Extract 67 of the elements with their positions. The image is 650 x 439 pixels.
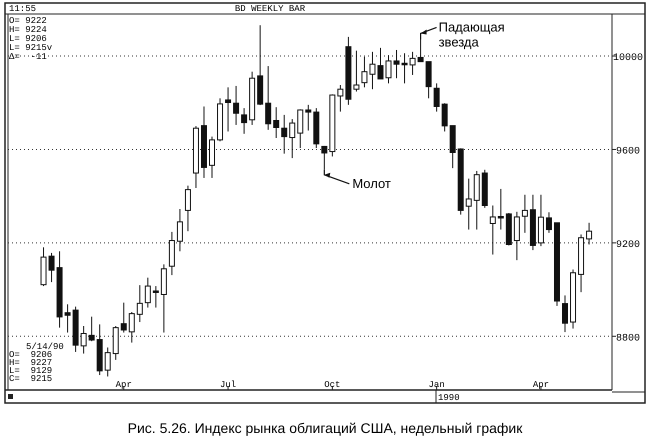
annotation: O= 9222	[9, 16, 47, 26]
candlestick	[184, 185, 191, 232]
candlestick	[321, 145, 328, 170]
x-tick-label: Jan	[428, 380, 445, 390]
candlestick	[273, 106, 280, 139]
candlestick	[466, 178, 472, 230]
candlestick	[418, 38, 424, 62]
candlestick	[361, 56, 368, 88]
candlestick	[410, 51, 416, 76]
candlestick	[337, 84, 344, 112]
annotation: C= 9215	[9, 374, 52, 384]
candlestick	[546, 212, 552, 234]
y-tick-label: 9200	[616, 240, 640, 251]
candlestick	[586, 222, 592, 246]
annotation: L= 9215v	[9, 43, 53, 53]
candlestick	[514, 211, 520, 261]
candlestick	[394, 49, 400, 79]
candlestick	[88, 316, 95, 342]
candlestick	[144, 277, 151, 308]
candlestick	[152, 286, 159, 308]
x-tick-label: Oct	[324, 380, 340, 390]
candlestick	[265, 66, 272, 130]
annotation: L= 9129	[9, 366, 52, 376]
y-tick-label: 9600	[616, 146, 640, 158]
candlestick	[104, 346, 111, 377]
annotation: Падающая звезда	[438, 19, 505, 50]
candlestick	[402, 52, 408, 84]
x-tick-label: Apr	[532, 380, 550, 390]
text: 1990	[438, 393, 460, 403]
candlestick	[353, 50, 360, 92]
candlestick	[225, 86, 232, 132]
candlestick	[233, 85, 240, 126]
candlestick	[369, 51, 376, 90]
y-tick-label: 10000	[612, 53, 644, 64]
candlestick	[281, 114, 288, 154]
candlestick	[386, 54, 392, 84]
annotation: H= 9224	[9, 25, 47, 35]
x-tick-label: Apr	[116, 380, 132, 390]
candlestick	[241, 108, 248, 134]
candlestick	[522, 194, 528, 234]
chart-subtitle: BD WEEKLY BAR	[234, 4, 306, 14]
candlestick	[80, 326, 87, 354]
x-tick-label: Jul	[220, 380, 236, 390]
annotation: Молот	[352, 176, 391, 191]
annotation: H= 9227	[9, 358, 52, 368]
candlestick	[48, 252, 55, 283]
annotation: L= 9206	[9, 34, 47, 44]
candlestick	[64, 304, 71, 334]
candlestick	[136, 284, 143, 323]
candlestick	[562, 294, 568, 333]
candlestick	[377, 47, 384, 80]
y-tick-label: 8800	[616, 333, 640, 344]
candlestick	[120, 302, 127, 334]
annotation: 5/14/90	[26, 342, 64, 352]
candlestick	[498, 188, 504, 230]
candlestick	[305, 104, 312, 132]
annotation: O= 9206	[9, 350, 52, 360]
annotation: Δ= -11	[9, 52, 47, 62]
text: Рис. 5.26. Индекс рынка облигаций США, недельный график	[128, 420, 524, 436]
candlestick	[128, 312, 135, 344]
annotation: 11:55	[9, 4, 36, 14]
candlestick	[297, 108, 304, 149]
candlestick	[442, 102, 448, 132]
candlestick	[434, 82, 440, 112]
candlestick	[289, 118, 296, 159]
candlestick	[176, 208, 183, 252]
candlestick	[490, 205, 496, 256]
